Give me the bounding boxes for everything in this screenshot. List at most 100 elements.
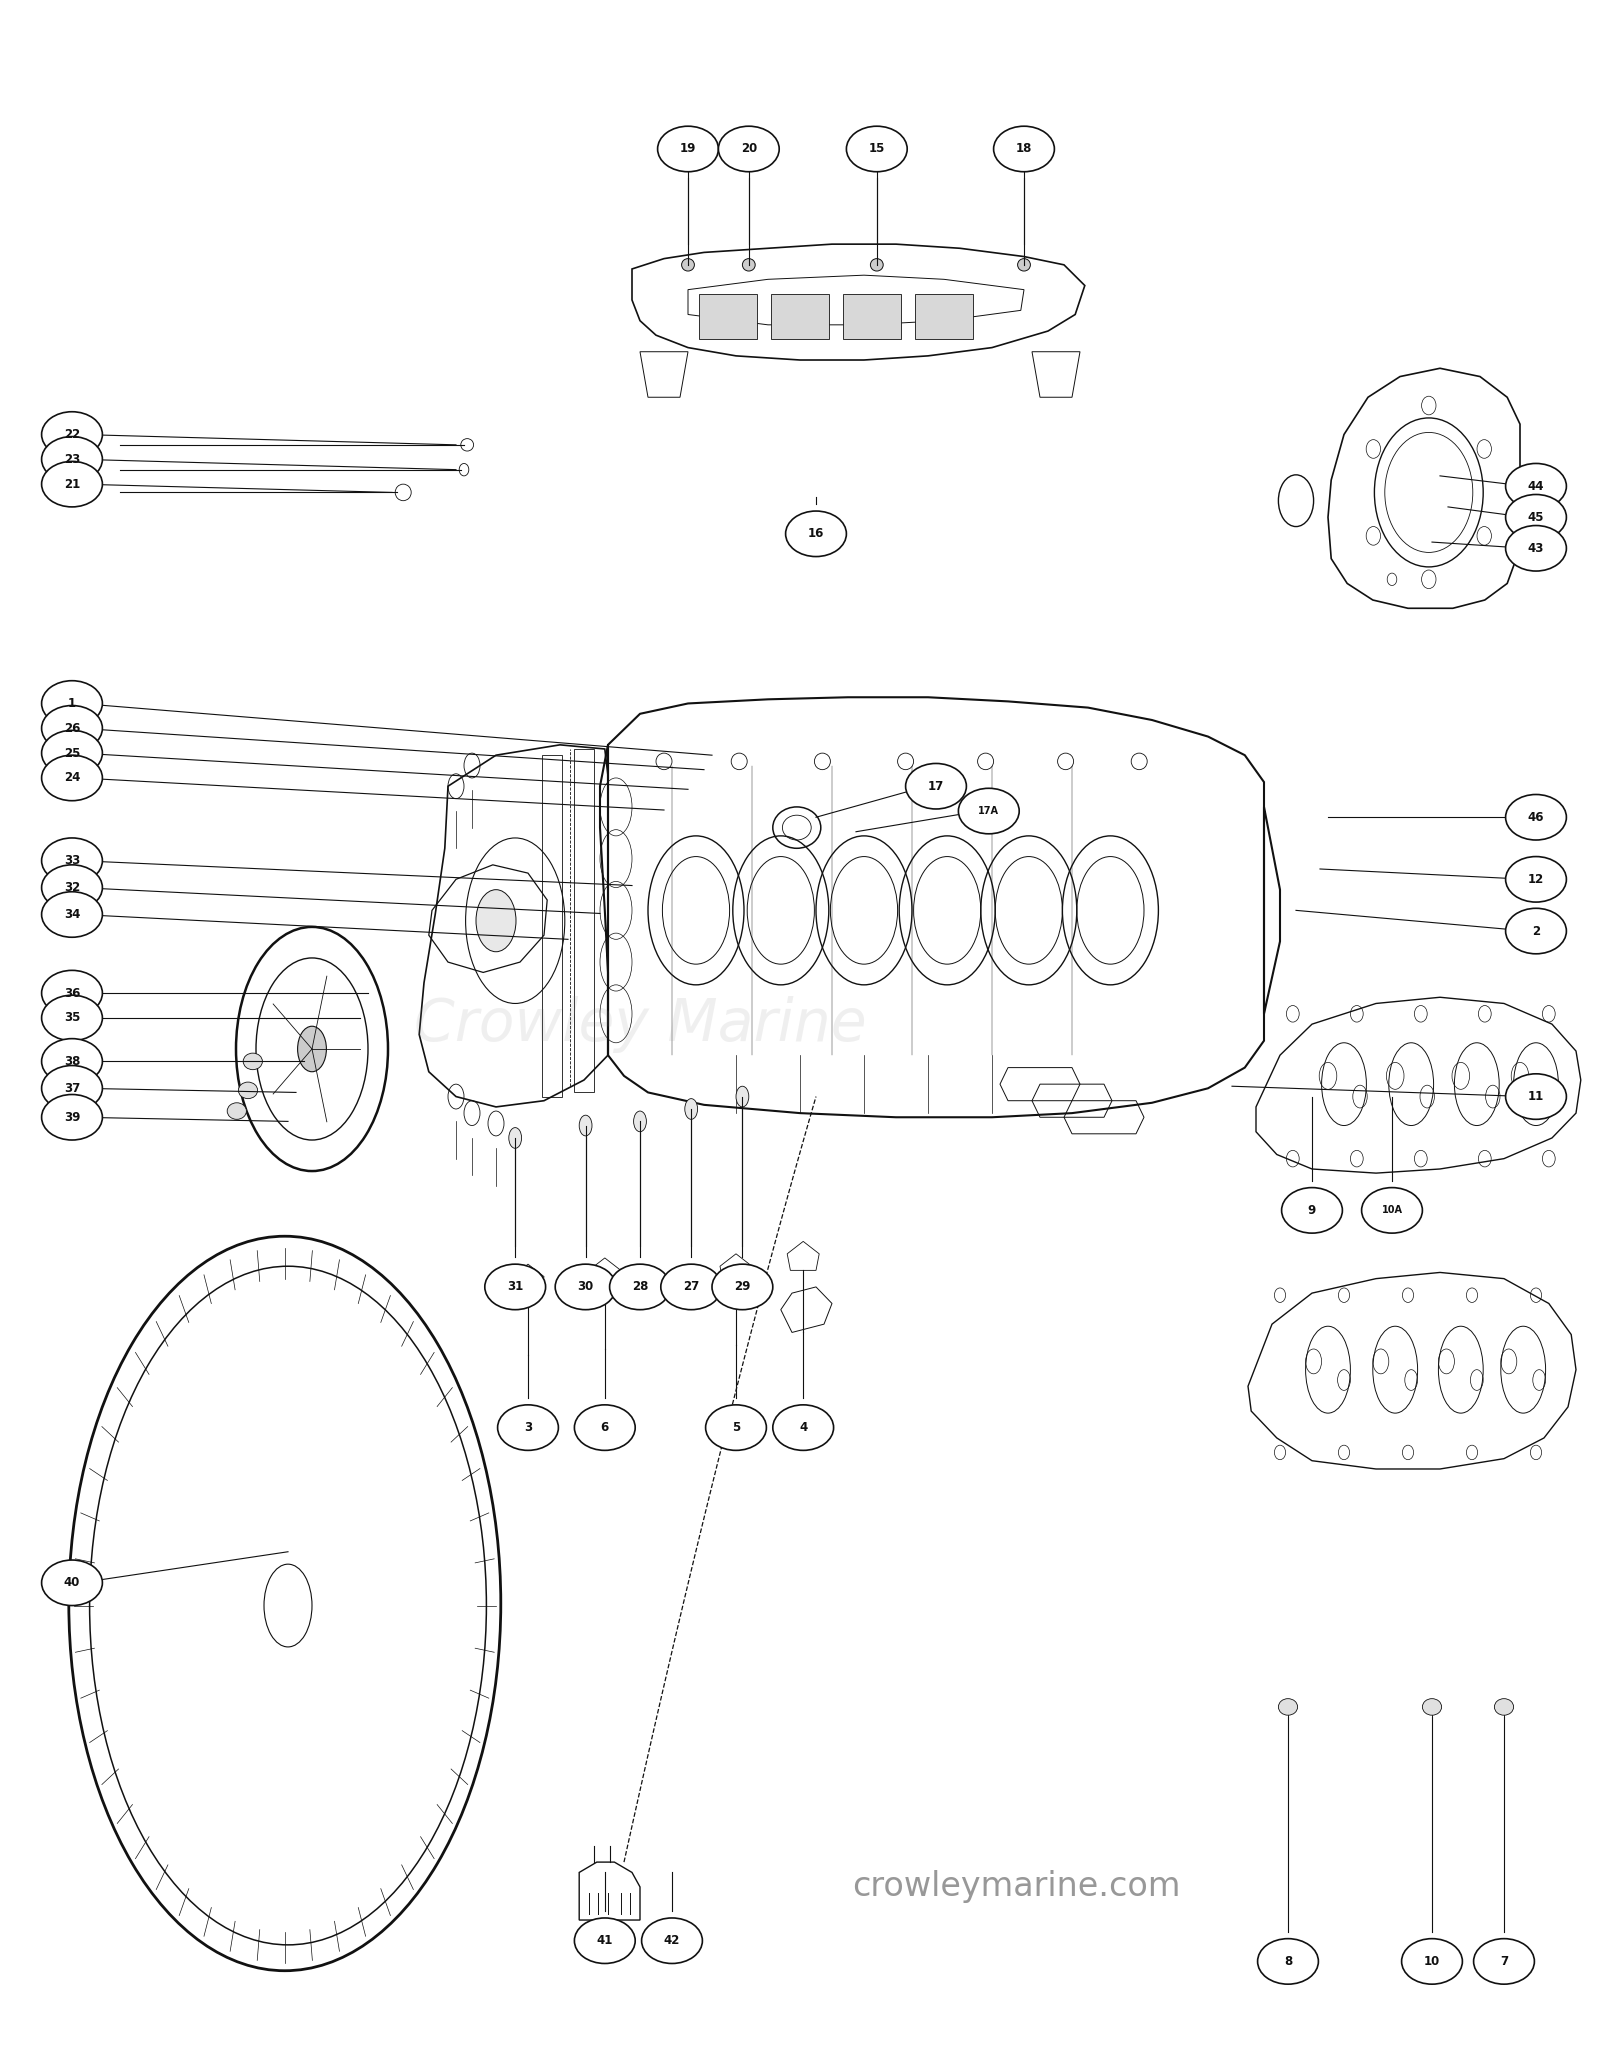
Text: 18: 18 (1016, 143, 1032, 155)
Ellipse shape (42, 706, 102, 751)
Ellipse shape (1278, 1699, 1298, 1715)
Text: 41: 41 (597, 1935, 613, 1947)
Ellipse shape (642, 1918, 702, 1963)
Ellipse shape (958, 788, 1019, 834)
Text: 26: 26 (64, 722, 80, 734)
Ellipse shape (485, 1264, 546, 1310)
Ellipse shape (42, 1095, 102, 1140)
Text: 46: 46 (1528, 811, 1544, 823)
Text: 1: 1 (67, 697, 77, 710)
Ellipse shape (1474, 1939, 1534, 1984)
Text: 2: 2 (1531, 925, 1541, 937)
Ellipse shape (1018, 259, 1030, 271)
Text: 37: 37 (64, 1082, 80, 1095)
Ellipse shape (298, 1026, 326, 1072)
Ellipse shape (658, 126, 718, 172)
Polygon shape (771, 294, 829, 339)
Text: 9: 9 (1307, 1204, 1317, 1217)
Ellipse shape (846, 126, 907, 172)
Text: 24: 24 (64, 772, 80, 784)
Ellipse shape (1506, 463, 1566, 509)
Ellipse shape (42, 1039, 102, 1084)
Ellipse shape (634, 1111, 646, 1132)
Text: 17: 17 (928, 780, 944, 792)
Ellipse shape (42, 892, 102, 937)
Text: 17A: 17A (978, 807, 1000, 815)
Ellipse shape (42, 730, 102, 776)
Text: 6: 6 (600, 1421, 610, 1434)
Ellipse shape (477, 890, 515, 952)
Text: 40: 40 (64, 1577, 80, 1589)
Ellipse shape (1506, 908, 1566, 954)
Ellipse shape (579, 1115, 592, 1136)
Text: 34: 34 (64, 908, 80, 921)
Text: 32: 32 (64, 881, 80, 894)
Text: 30: 30 (578, 1281, 594, 1293)
Ellipse shape (243, 1053, 262, 1070)
Ellipse shape (1506, 794, 1566, 840)
Ellipse shape (742, 259, 755, 271)
Ellipse shape (906, 763, 966, 809)
Ellipse shape (42, 1066, 102, 1111)
Ellipse shape (238, 1082, 258, 1099)
Ellipse shape (682, 259, 694, 271)
Text: crowleymarine.com: crowleymarine.com (851, 1870, 1181, 1903)
Ellipse shape (773, 1405, 834, 1450)
Text: 7: 7 (1499, 1955, 1509, 1968)
Ellipse shape (498, 1405, 558, 1450)
Ellipse shape (994, 126, 1054, 172)
Ellipse shape (42, 755, 102, 801)
Ellipse shape (718, 126, 779, 172)
Ellipse shape (786, 511, 846, 557)
Ellipse shape (42, 412, 102, 457)
Ellipse shape (574, 1918, 635, 1963)
Text: 16: 16 (808, 528, 824, 540)
Ellipse shape (661, 1264, 722, 1310)
Text: 27: 27 (683, 1281, 699, 1293)
Text: Crowley Marine: Crowley Marine (414, 995, 866, 1053)
Ellipse shape (42, 437, 102, 482)
Ellipse shape (1422, 1699, 1442, 1715)
Ellipse shape (574, 1405, 635, 1450)
Ellipse shape (1258, 1939, 1318, 1984)
Text: 23: 23 (64, 453, 80, 466)
Polygon shape (915, 294, 973, 339)
Ellipse shape (42, 838, 102, 883)
Text: 25: 25 (64, 747, 80, 759)
Ellipse shape (1506, 857, 1566, 902)
Ellipse shape (227, 1103, 246, 1119)
Text: 20: 20 (741, 143, 757, 155)
Ellipse shape (1506, 526, 1566, 571)
Text: 42: 42 (664, 1935, 680, 1947)
Text: 21: 21 (64, 478, 80, 490)
Ellipse shape (42, 461, 102, 507)
Ellipse shape (1506, 1074, 1566, 1119)
Ellipse shape (1362, 1188, 1422, 1233)
Ellipse shape (712, 1264, 773, 1310)
Text: 38: 38 (64, 1055, 80, 1068)
Text: 10A: 10A (1381, 1206, 1403, 1215)
Ellipse shape (1402, 1939, 1462, 1984)
Polygon shape (699, 294, 757, 339)
Ellipse shape (509, 1128, 522, 1148)
Text: 35: 35 (64, 1012, 80, 1024)
Text: 31: 31 (507, 1281, 523, 1293)
Text: 22: 22 (64, 428, 80, 441)
Ellipse shape (736, 1086, 749, 1107)
Text: 12: 12 (1528, 873, 1544, 886)
Ellipse shape (1282, 1188, 1342, 1233)
Text: 39: 39 (64, 1111, 80, 1123)
Text: 8: 8 (1283, 1955, 1293, 1968)
Ellipse shape (42, 995, 102, 1041)
Text: 10: 10 (1424, 1955, 1440, 1968)
Text: 19: 19 (680, 143, 696, 155)
Text: 28: 28 (632, 1281, 648, 1293)
Text: 4: 4 (798, 1421, 808, 1434)
Ellipse shape (1506, 494, 1566, 540)
Ellipse shape (1494, 1699, 1514, 1715)
Ellipse shape (42, 970, 102, 1016)
Ellipse shape (555, 1264, 616, 1310)
Text: 45: 45 (1528, 511, 1544, 523)
Text: 11: 11 (1528, 1090, 1544, 1103)
Ellipse shape (42, 1560, 102, 1606)
